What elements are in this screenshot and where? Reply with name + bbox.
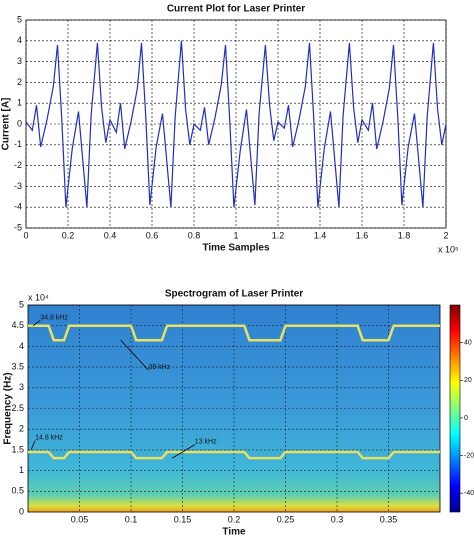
y-tick-label: 5 (17, 14, 22, 24)
y-tick-label: -2 (14, 160, 22, 170)
colorbar-tick-label: 0 (464, 415, 468, 422)
y-axis-label: Current [A] (1, 98, 12, 151)
x-tick-label: 0.4 (104, 230, 117, 240)
y-tick-label: 3 (19, 382, 24, 392)
x-tick-label: 0.25 (277, 514, 295, 524)
y-tick-label: 4 (19, 341, 24, 351)
y-tick-label: 0.5 (11, 486, 24, 496)
annotation: 39 kHz (148, 364, 170, 371)
y-tick-label: 1 (19, 465, 24, 475)
x-tick-label: 0.1 (125, 514, 138, 524)
annotation: 13 kHz (195, 438, 217, 445)
y-tick-label: -5 (14, 222, 22, 232)
annotation-arrow (32, 320, 41, 327)
x-tick-label: 1.2 (272, 230, 285, 240)
y-tick-label: 5 (19, 299, 24, 309)
y-tick-label: 1.5 (11, 444, 24, 454)
y-tick-label: -4 (14, 202, 22, 212)
x-tick-label: 1.6 (356, 230, 369, 240)
plot-frame (27, 304, 441, 513)
chart-title: Current Plot for Laser Printer (167, 4, 305, 15)
y-tick-label: 3.5 (11, 361, 24, 371)
colorbar (449, 304, 461, 513)
annotation-arrow (120, 339, 149, 371)
series-line (28, 450, 440, 460)
annotation-arrow (30, 440, 36, 451)
x-tick-label: 2 (443, 230, 448, 240)
y-tick-label: 2.5 (11, 403, 24, 413)
x-exponent: x 10⁵ (438, 244, 459, 254)
y-tick-label: -3 (14, 181, 22, 191)
y-tick-label: 1 (17, 98, 22, 108)
colorbar-tick-label: 40 (464, 339, 472, 346)
x-tick-label: 0.2 (228, 514, 241, 524)
y-tick-label: 0 (17, 118, 22, 128)
annotation: 34.8 kHz (40, 314, 68, 321)
x-axis-label: Time (222, 527, 246, 538)
colorbar-tick-label: -40 (464, 490, 474, 497)
y-tick-label: 2 (17, 77, 22, 87)
x-tick-label: 1 (233, 230, 238, 240)
x-tick-label: 0.6 (146, 230, 159, 240)
y-tick-label: 0 (19, 506, 24, 516)
y-tick-label: -1 (14, 139, 22, 149)
x-tick-label: 0.8 (188, 230, 201, 240)
colorbar-tick-label: 20 (464, 377, 472, 384)
y-tick-label: 4 (17, 35, 22, 45)
annotation-arrow (171, 444, 196, 459)
y-tick-label: 3 (17, 56, 22, 66)
y-exponent: x 10⁴ (28, 292, 49, 302)
y-tick-label: 4.5 (11, 320, 24, 330)
y-tick-label: 2 (19, 424, 24, 434)
x-tick-label: 1.8 (398, 230, 411, 240)
annotation: 14.8 kHz (35, 434, 63, 441)
x-tick-label: 1.4 (314, 230, 327, 240)
series-line (28, 324, 440, 342)
colorbar-tick-label: -20 (464, 452, 474, 459)
x-tick-label: 0.35 (380, 514, 398, 524)
x-tick-label: 0.3 (331, 514, 344, 524)
x-axis-label: Time Samples (202, 243, 270, 254)
chart-title: Spectrogram of Laser Printer (165, 289, 303, 300)
y-axis-label: Frequency (Hz) (3, 372, 14, 444)
x-tick-label: 0.2 (62, 230, 75, 240)
x-tick-label: 0.15 (174, 514, 192, 524)
series-line (25, 40, 447, 208)
x-tick-label: 0.05 (71, 514, 89, 524)
x-tick-label: 0 (23, 230, 28, 240)
